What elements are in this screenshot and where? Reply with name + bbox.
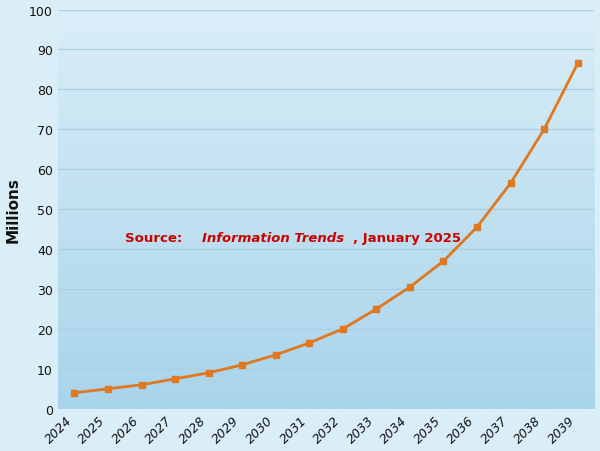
Text: Information Trends: Information Trends <box>202 231 344 244</box>
Y-axis label: Millions: Millions <box>5 177 20 243</box>
Text: , January 2025: , January 2025 <box>353 231 461 244</box>
Text: Source:: Source: <box>125 231 187 244</box>
